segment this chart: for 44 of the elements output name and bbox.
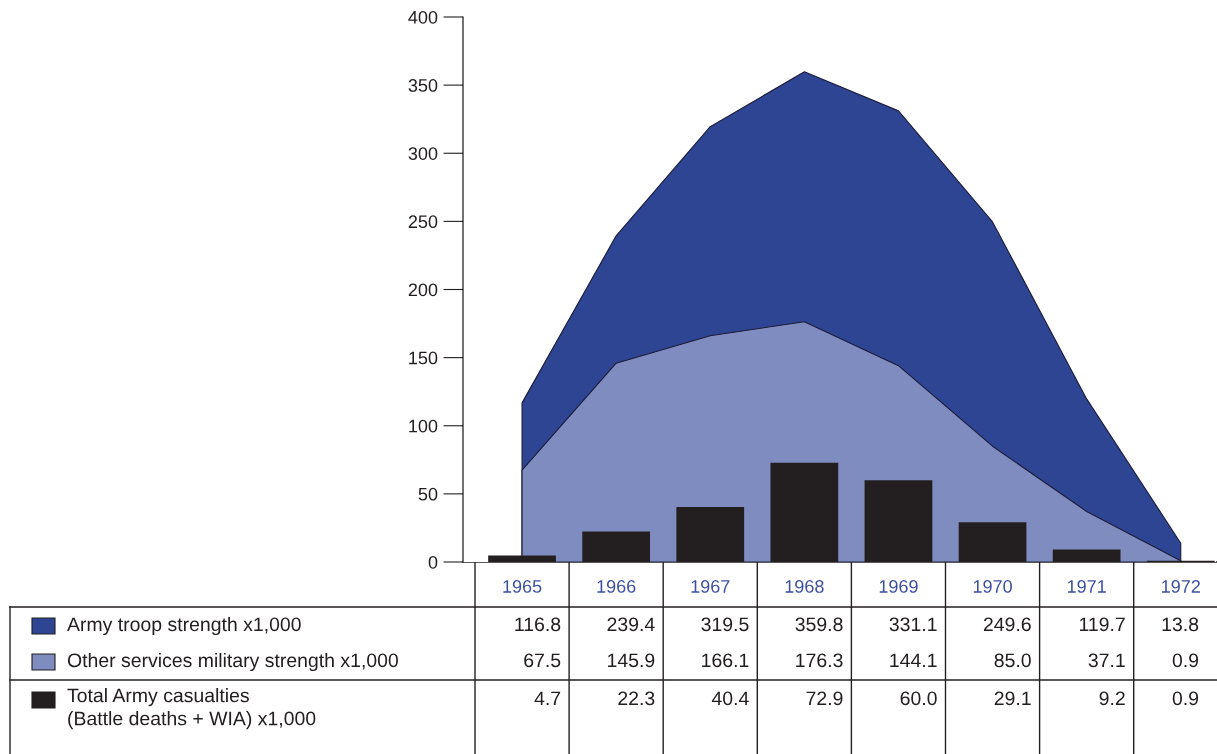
y-tick-label: 100	[409, 419, 438, 433]
y-tick-label: 0	[428, 555, 438, 569]
y-tick-label: 150	[409, 351, 438, 365]
data-label: 4.7	[534, 691, 561, 706]
x-tick-label: 1970	[973, 580, 1012, 593]
data-label: 67.5	[524, 653, 561, 668]
legend-label: Army troop strength x1,000	[67, 616, 301, 636]
data-label: 29.1	[994, 691, 1031, 706]
data-label: 166.1	[702, 653, 749, 668]
y-tick-label: 50	[418, 487, 438, 501]
data-label: 60.0	[900, 691, 937, 706]
y-tick-label: 200	[408, 283, 438, 297]
data-label: 13.8	[1162, 617, 1199, 632]
x-tick-label: 1965	[503, 580, 542, 593]
x-tick-label: 1972	[1162, 580, 1200, 593]
data-label: 0.9	[1172, 653, 1199, 668]
legend-label: Other services military strength x1,000	[67, 652, 398, 672]
y-tick-label: 350	[408, 79, 438, 92]
x-tick-label: 1967	[691, 580, 730, 593]
x-tick-label: 1968	[785, 580, 824, 593]
data-label: 249.6	[983, 617, 1031, 632]
y-tick-label: 400	[408, 10, 438, 24]
data-label: 144.1	[890, 653, 937, 668]
data-label: 37.1	[1088, 653, 1125, 668]
x-tick-label: 1971	[1067, 580, 1106, 593]
data-label: 331.1	[889, 617, 937, 632]
data-label: 319.5	[701, 617, 749, 632]
data-label: 239.4	[607, 617, 655, 632]
data-label: 9.2	[1099, 691, 1125, 706]
data-label: 22.3	[618, 691, 655, 706]
y-tick-label: 300	[408, 147, 438, 160]
data-label: 40.4	[711, 691, 749, 706]
data-label: 176.3	[796, 653, 843, 668]
x-tick-label: 1969	[879, 580, 918, 593]
data-label: 0.9	[1172, 691, 1199, 706]
data-label: 72.9	[806, 691, 843, 706]
data-label: 85.0	[994, 653, 1031, 668]
y-tick-label: 250	[408, 215, 438, 229]
legend-label: Total Army casualties (Battle deaths + WIA) x1,000	[67, 688, 316, 730]
x-tick-label: 1966	[597, 580, 636, 593]
data-label: 116.8	[515, 617, 561, 632]
data-label: 359.8	[795, 617, 843, 632]
data-label: 119.7	[1079, 617, 1125, 632]
data-label: 145.9	[608, 653, 655, 668]
